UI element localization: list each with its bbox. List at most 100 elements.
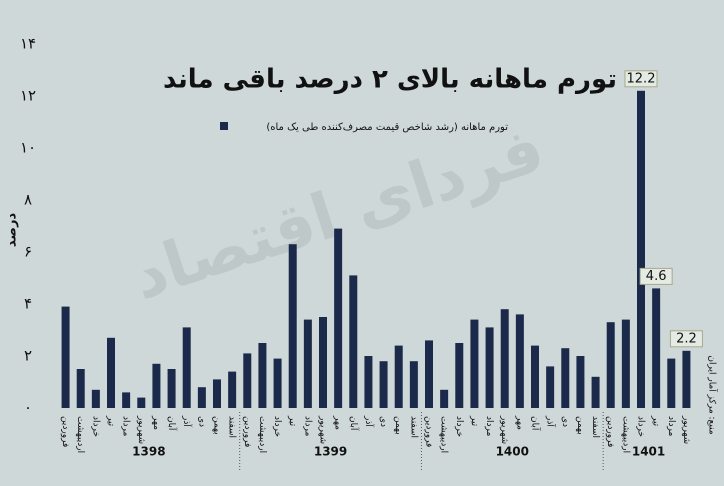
x-tick-label: فروردین xyxy=(424,416,434,447)
x-tick-label: دی xyxy=(196,416,206,427)
x-tick-label: آبان xyxy=(530,416,542,431)
chart-title: تورم ماهانه بالای ۲ درصد باقی ماند xyxy=(163,65,617,95)
x-tick-label: بهمن xyxy=(393,416,403,435)
legend-swatch xyxy=(220,122,228,130)
group-label: 1398 xyxy=(132,445,165,459)
value-label-box xyxy=(669,330,703,348)
bar xyxy=(228,371,237,408)
x-tick-label: شهریور xyxy=(318,415,328,444)
bar xyxy=(303,319,312,408)
bar xyxy=(667,358,676,408)
bar xyxy=(122,392,131,408)
bar xyxy=(258,343,267,408)
x-tick-label: آذر xyxy=(545,415,557,427)
bar xyxy=(61,306,70,408)
x-tick-label: آبان xyxy=(348,416,360,431)
bar xyxy=(652,288,661,408)
x-tick-label: دی xyxy=(378,416,388,427)
bar xyxy=(334,228,343,408)
x-tick-label: مهر xyxy=(151,415,161,430)
bar xyxy=(500,309,509,408)
legend-label: تورم ماهانه (رشد شاخص قیمت مصرف‌کننده طی… xyxy=(266,122,508,133)
y-tick-label: ۰ xyxy=(24,399,32,417)
bar xyxy=(591,376,600,408)
x-tick-label: خرداد xyxy=(90,416,100,437)
x-tick-label: بهمن xyxy=(575,416,585,435)
bar xyxy=(182,327,191,408)
bar xyxy=(455,343,464,408)
x-tick-label: مرداد xyxy=(484,416,494,436)
x-tick-label: دی xyxy=(560,416,570,427)
y-tick-label: ۲ xyxy=(24,347,32,365)
x-tick-label: فروردین xyxy=(605,416,615,447)
bar xyxy=(440,389,449,408)
group-label: 1400 xyxy=(496,445,529,459)
bar xyxy=(137,397,146,408)
bar xyxy=(485,327,494,408)
x-tick-label: مرداد xyxy=(666,416,676,436)
bar xyxy=(91,389,100,408)
bar xyxy=(107,337,115,408)
y-tick-label: ۱۰ xyxy=(20,139,36,157)
value-label-box xyxy=(624,70,658,88)
bar xyxy=(515,314,524,408)
bar xyxy=(546,366,555,408)
x-tick-label: آذر xyxy=(181,415,193,427)
source: منبع: مرکز آمار ایران xyxy=(707,355,719,434)
x-tick-label: بهمن xyxy=(212,416,222,435)
x-tick-label: خرداد xyxy=(636,416,646,437)
x-tick-label: فروردین xyxy=(60,416,70,447)
bar xyxy=(621,319,630,408)
bar xyxy=(167,369,176,408)
y-tick-label: ۸ xyxy=(24,191,32,209)
bar xyxy=(637,90,645,409)
x-tick-label: اردیبهشت xyxy=(439,416,449,453)
x-tick-label: شهریور xyxy=(499,415,509,444)
y-tick-label: ۴ xyxy=(24,295,32,313)
bar xyxy=(606,322,615,408)
bar xyxy=(273,358,282,408)
x-tick-label: اردیبهشت xyxy=(75,416,85,453)
x-tick-label: آبان xyxy=(166,416,178,431)
group-label: 1399 xyxy=(314,445,347,459)
x-tick-label: تیر xyxy=(287,415,297,427)
bar xyxy=(470,319,479,408)
x-tick-label: اردیبهشت xyxy=(620,416,630,453)
y-tick-label: ۱۲ xyxy=(20,87,36,105)
value-label: 4.6 xyxy=(646,269,667,284)
bar xyxy=(409,361,418,408)
x-tick-label: اسفند xyxy=(408,416,418,438)
value-label: 12.2 xyxy=(627,71,656,86)
x-tick-label: مهر xyxy=(514,415,524,430)
bar xyxy=(197,387,206,408)
bar xyxy=(682,350,691,408)
x-tick-label: شهریور xyxy=(136,415,146,444)
y-tick-label: ۶ xyxy=(24,243,32,261)
x-tick-label: فروردین xyxy=(242,416,252,447)
bar xyxy=(531,345,539,408)
x-tick-label: تیر xyxy=(106,415,116,427)
x-tick-label: اسفند xyxy=(590,416,600,438)
bar xyxy=(394,345,403,408)
bar xyxy=(379,361,388,408)
x-tick-label: اردیبهشت xyxy=(257,416,267,453)
bar xyxy=(152,363,161,408)
y-tick-label: ۱۴ xyxy=(20,35,36,53)
value-label: 2.2 xyxy=(676,331,697,346)
x-tick-label: مهر xyxy=(333,415,343,430)
x-tick-label: خرداد xyxy=(454,416,464,437)
bar xyxy=(576,356,585,408)
x-tick-label: اسفند xyxy=(227,416,237,438)
x-tick-label: تیر xyxy=(469,415,479,427)
bar xyxy=(213,379,221,408)
bar xyxy=(349,275,358,408)
y-axis-label: درصد xyxy=(5,213,20,248)
x-tick-label: مرداد xyxy=(302,416,312,436)
bar xyxy=(76,369,85,408)
value-label-box xyxy=(639,267,673,285)
bar xyxy=(319,317,327,408)
x-tick-label: خرداد xyxy=(272,416,282,437)
x-tick-label: تیر xyxy=(651,415,661,427)
bar xyxy=(425,340,433,408)
